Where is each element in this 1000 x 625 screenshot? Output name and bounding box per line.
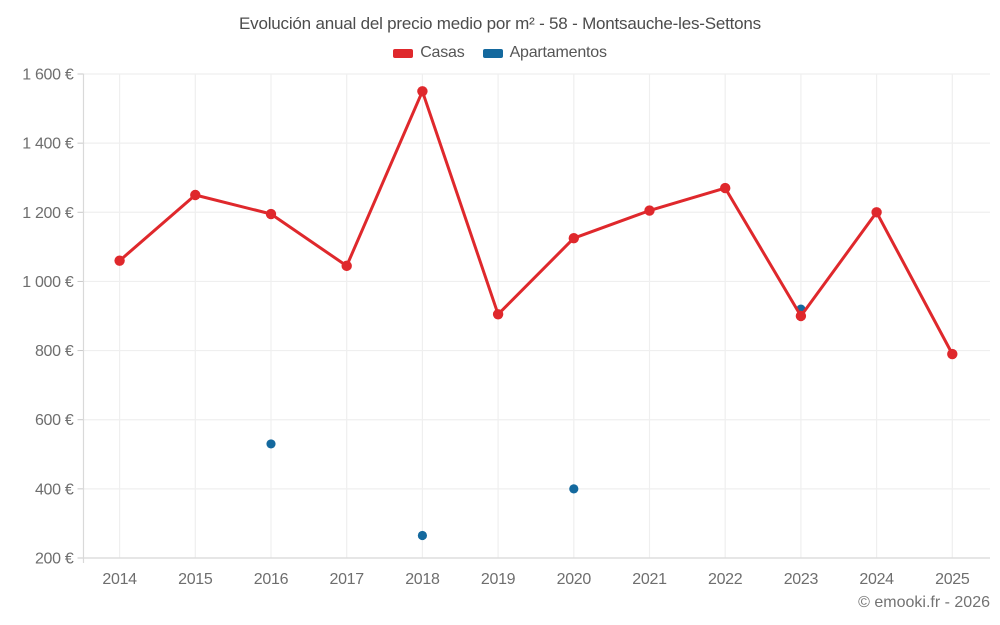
y-axis-label-1400: 1 400 €: [22, 136, 74, 153]
legend-item-casas[interactable]: Casas: [393, 44, 465, 62]
data-point-apartamentos-2018[interactable]: [417, 530, 427, 541]
data-point-casas-2014[interactable]: [114, 255, 125, 266]
legend-item-apartamentos[interactable]: Apartamentos: [482, 44, 607, 62]
chart-title: Evolución anual del precio medio por m² …: [239, 14, 761, 33]
data-point-casas-2022[interactable]: [720, 182, 731, 194]
data-point-casas-2016[interactable]: [265, 208, 277, 220]
y-axis-label-800: 800 €: [35, 343, 74, 360]
data-point-casas-2017[interactable]: [341, 260, 352, 272]
x-axis-label-2024: 2024: [859, 571, 894, 588]
y-axis-label-1200: 1 200 €: [22, 205, 74, 222]
x-axis-label-2018: 2018: [405, 571, 440, 588]
x-axis-label-2016: 2016: [254, 571, 289, 588]
chart-legend: Casas Apartamentos: [0, 44, 1000, 62]
data-point-casas-2020[interactable]: [568, 233, 579, 244]
x-axis-label-2022: 2022: [708, 571, 743, 588]
x-axis-label-2019: 2019: [481, 571, 516, 588]
data-point-apartamentos-2016[interactable]: [266, 439, 276, 449]
legend-swatch-casas-icon: [393, 48, 414, 58]
line-casas: [118, 89, 954, 356]
x-axis-label-2014: 2014: [102, 571, 137, 588]
y-axis-label-400: 400 €: [35, 481, 74, 498]
legend-swatch-apartamentos-icon: [482, 48, 503, 58]
data-point-casas-2025[interactable]: [947, 348, 958, 360]
data-point-casas-2019[interactable]: [492, 309, 504, 320]
data-point-apartamentos-2020[interactable]: [569, 484, 579, 494]
data-point-casas-2021[interactable]: [644, 205, 655, 216]
data-point-casas-2024[interactable]: [871, 207, 882, 218]
y-axis-label-600: 600 €: [35, 412, 74, 429]
legend-label-casas: Casas: [420, 44, 465, 61]
y-axis-label-1000: 1 000 €: [22, 274, 74, 291]
data-point-casas-2023[interactable]: [795, 310, 807, 322]
x-axis-label-2017: 2017: [329, 571, 364, 588]
x-axis-label-2020: 2020: [557, 571, 592, 588]
y-axis-label-1600: 1 600 €: [22, 67, 74, 84]
x-axis-label-2021: 2021: [632, 571, 667, 588]
data-point-casas-2015[interactable]: [190, 189, 201, 201]
copyright-watermark: © emooki.fr - 2026: [858, 594, 990, 611]
legend-label-apartamentos: Apartamentos: [509, 44, 607, 61]
x-axis-label-2025: 2025: [935, 571, 970, 588]
x-axis-label-2023: 2023: [784, 571, 819, 588]
data-point-casas-2018[interactable]: [417, 86, 428, 97]
y-axis-label-200: 200 €: [35, 551, 74, 568]
x-axis-label-2015: 2015: [178, 571, 213, 588]
